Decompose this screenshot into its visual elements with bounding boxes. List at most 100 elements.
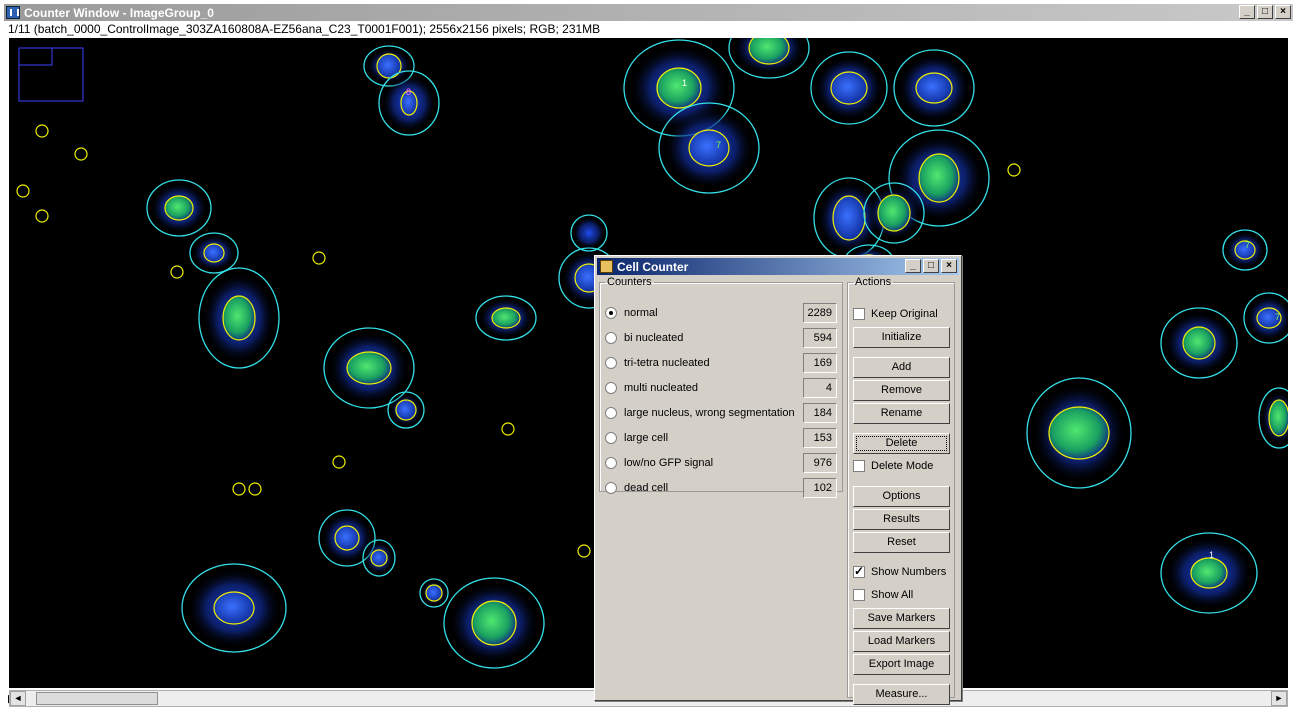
cell-outline [146,179,212,237]
nucleus [830,71,868,105]
dialog-titlebar[interactable]: Cell Counter _ □ × [597,258,959,275]
radio-icon[interactable] [605,357,617,369]
reset-button[interactable]: Reset [853,532,950,553]
scroll-right-arrow[interactable]: ► [1271,691,1287,706]
cell-outline [1160,307,1238,379]
load-markers-button[interactable]: Load Markers [853,631,950,652]
cell-outline [810,51,888,125]
minimize-button[interactable]: _ [1239,5,1255,19]
debris-outline [74,147,88,161]
cell-outline [728,38,810,79]
cell-outline [387,391,425,429]
delete-button[interactable]: Delete [853,433,950,454]
show-numbers-checkbox[interactable]: Show Numbers [853,564,946,580]
nucleus [370,549,388,567]
nucleus [346,351,392,385]
cell-outline [378,70,440,136]
counter-value: 976 [803,453,837,473]
radio-icon[interactable] [605,382,617,394]
scroll-left-arrow[interactable]: ◄ [10,691,26,706]
checkbox-icon[interactable] [853,460,865,472]
nucleus [395,399,417,421]
counter-tri-tetra-nucleated[interactable]: tri-tetra nucleated 169 [605,353,837,373]
cell-outline [570,214,608,252]
microscopy-image: 1 7 8 1 7 7 [16,38,1288,669]
show-all-label: Show All [871,589,914,601]
debris-outline [170,265,184,279]
imagej-icon [6,6,20,19]
radio-icon[interactable] [605,332,617,344]
counter-large-nucleus[interactable]: large nucleus, wrong segmentation 184 [605,403,837,423]
add-button[interactable]: Add [853,357,950,378]
checkbox-icon[interactable] [853,564,865,578]
cell-outline [658,102,760,194]
radio-icon[interactable] [605,482,617,494]
dialog-maximize-button[interactable]: □ [923,259,939,273]
cell-outline [318,509,376,567]
debris-outline [248,482,262,496]
marker-number: 7 [716,140,721,150]
counter-label: multi nucleated [624,382,698,394]
remove-button[interactable]: Remove [853,380,950,401]
delete-mode-checkbox[interactable]: Delete Mode [853,458,933,474]
export-image-button[interactable]: Export Image [853,654,950,675]
counter-label: normal [624,307,658,319]
dialog-close-button[interactable]: × [941,259,957,273]
counter-dead-cell[interactable]: dead cell 102 [605,478,837,498]
scroll-thumb[interactable] [36,692,158,705]
radio-icon[interactable] [605,307,617,319]
actions-legend: Actions [855,276,892,288]
show-all-checkbox[interactable]: Show All [853,587,913,603]
counter-label: large nucleus, wrong segmentation [624,407,795,419]
rename-button[interactable]: Rename [853,403,950,424]
cell-outline [1222,229,1268,271]
counter-large-cell[interactable]: large cell 153 [605,428,837,448]
debris-outline [577,544,591,558]
counter-low-gfp[interactable]: low/no GFP signal 976 [605,453,837,473]
measure-button[interactable]: Measure... [853,684,950,705]
results-button[interactable]: Results [853,509,950,530]
counter-value: 594 [803,328,837,348]
nucleus [491,307,521,329]
actions-group: Actions Keep Original Initialize Add Rem… [847,276,955,705]
save-markers-button[interactable]: Save Markers [853,608,950,629]
radio-icon[interactable] [605,457,617,469]
radio-icon[interactable] [605,407,617,419]
window-titlebar[interactable]: Counter Window - ImageGroup_0 _ □ × [4,4,1293,21]
debris-outline [332,455,346,469]
counter-multi-nucleated[interactable]: multi nucleated 4 [605,378,837,398]
cell-outline [1243,292,1288,344]
options-button[interactable]: Options [853,486,950,507]
counter-label: low/no GFP signal [624,457,714,469]
checkbox-icon[interactable] [853,308,865,320]
cell-outline [419,578,449,608]
dialog-title: Cell Counter [617,259,689,274]
radio-icon[interactable] [605,432,617,444]
counter-value: 102 [803,478,837,498]
cell-outline [362,539,396,577]
counter-normal[interactable]: normal 2289 [605,303,837,323]
nucleus [400,90,418,116]
nucleus [376,53,402,79]
cell-outline [475,295,537,341]
counter-bi-nucleated[interactable]: bi nucleated 594 [605,328,837,348]
marker-number: 1 [682,78,687,88]
initialize-button[interactable]: Initialize [853,327,950,348]
keep-original-checkbox[interactable]: Keep Original [853,306,938,322]
checkbox-icon[interactable] [853,589,865,601]
debris-outline [501,422,515,436]
debris-outline [35,124,49,138]
close-button[interactable]: × [1275,5,1291,19]
debris-outline [1007,163,1021,177]
cell-outline [181,563,287,653]
show-numbers-label: Show Numbers [871,566,947,578]
counter-value: 153 [803,428,837,448]
keep-original-label: Keep Original [871,308,938,320]
nucleus [1190,557,1228,589]
coffee-cup-icon [600,260,613,273]
cell-body [572,216,606,250]
dialog-minimize-button[interactable]: _ [905,259,921,273]
nucleus [688,129,730,167]
maximize-button[interactable]: □ [1257,5,1273,19]
